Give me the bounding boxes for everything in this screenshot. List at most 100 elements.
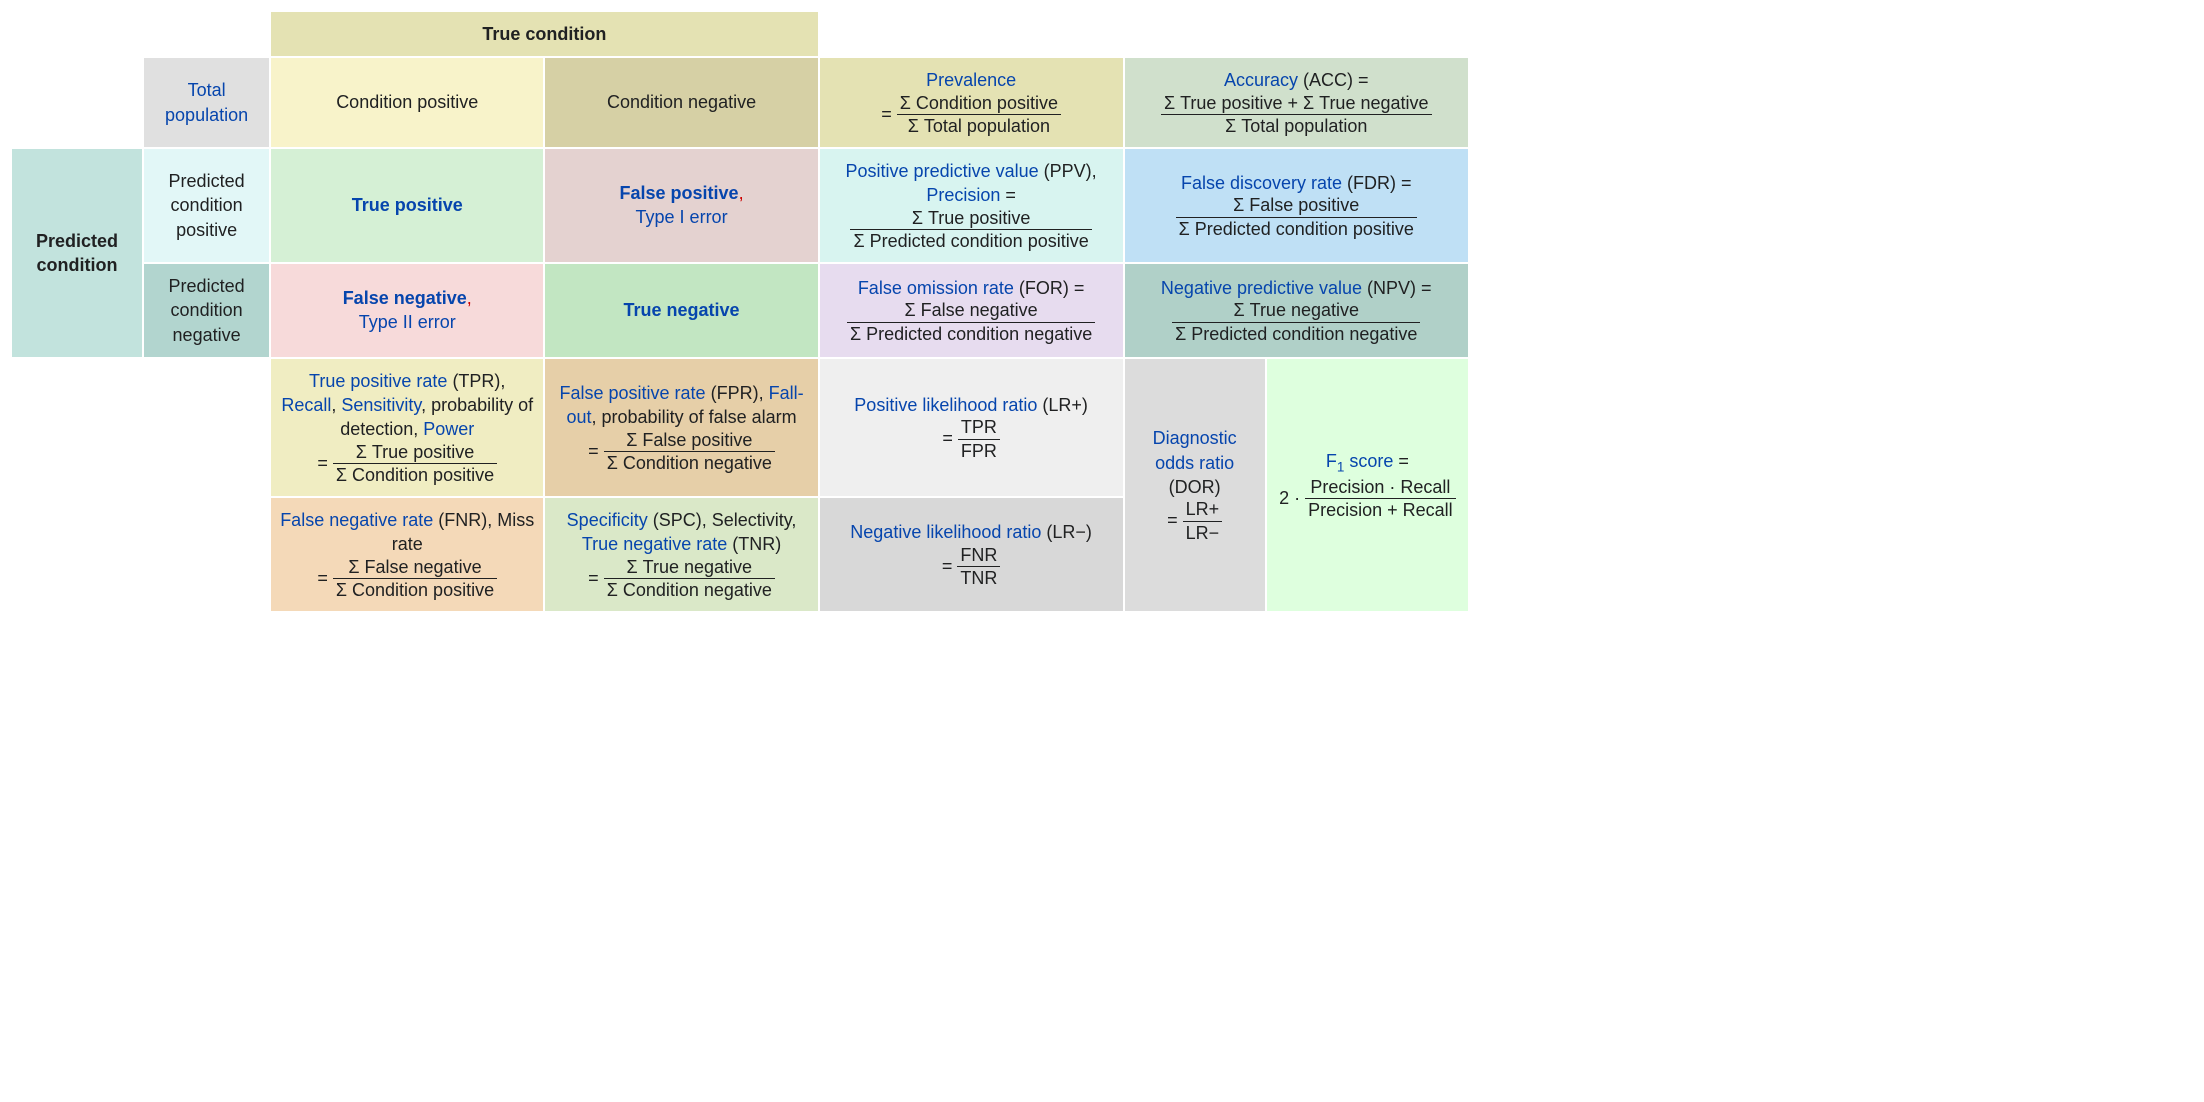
confusion-matrix-table: True condition Total population Conditio… <box>10 10 1470 613</box>
fnr-fraction: Σ False negative Σ Condition positive <box>333 557 497 601</box>
fpr-text1: (FPR), <box>706 383 769 403</box>
tpr-num: Σ True positive <box>333 442 497 465</box>
dor-link[interactable]: Diagnostic odds ratio <box>1153 428 1237 472</box>
fdr-den: Σ Predicted condition positive <box>1176 218 1417 240</box>
f1-link[interactable]: F1 score <box>1326 451 1394 471</box>
dor-den: LR− <box>1183 522 1223 544</box>
for-suffix: (FOR) = <box>1014 278 1085 298</box>
predicted-positive-header: Predicted condition positive <box>143 148 270 263</box>
dor-fraction: LR+ LR− <box>1183 499 1223 543</box>
ppv-den: Σ Predicted condition positive <box>850 230 1091 252</box>
fnr-num: Σ False negative <box>333 557 497 580</box>
total-population-header: Total population <box>143 57 270 148</box>
accuracy-cell: Accuracy (ACC) = Σ True positive + Σ Tru… <box>1124 57 1470 148</box>
lrplus-cell: Positive likelihood ratio (LR+) = TPR FP… <box>819 358 1124 497</box>
for-cell: False omission rate (FOR) = Σ False nega… <box>819 263 1124 358</box>
spc-cell: Specificity (SPC), Selectivity, True neg… <box>544 497 818 612</box>
for-link[interactable]: False omission rate <box>858 278 1014 298</box>
lrminus-den: TNR <box>957 567 1000 589</box>
spacer <box>11 497 270 612</box>
fpr-link[interactable]: False positive rate <box>560 383 706 403</box>
npv-cell: Negative predictive value (NPV) = Σ True… <box>1124 263 1470 358</box>
false-positive-cell: False positive, Type I error <box>544 148 818 263</box>
ppv-fraction: Σ True positive Σ Predicted condition po… <box>850 208 1091 252</box>
npv-num: Σ True negative <box>1172 300 1420 323</box>
specificity-link[interactable]: Specificity <box>567 510 648 530</box>
true-negative-label: True negative <box>624 300 740 320</box>
ppv-text1: (PPV), <box>1039 161 1097 181</box>
npv-link[interactable]: Negative predictive value <box>1161 278 1362 298</box>
tpr-fraction: Σ True positive Σ Condition positive <box>333 442 497 486</box>
predicted-negative-header: Predicted condition negative <box>143 263 270 358</box>
accuracy-suffix: (ACC) = <box>1298 70 1369 90</box>
lrplus-fraction: TPR FPR <box>958 417 1000 461</box>
accuracy-den: Σ Total population <box>1161 115 1432 137</box>
f1-cell: F1 score = 2 · Precision · Recall Precis… <box>1266 358 1469 612</box>
tpr-den: Σ Condition positive <box>333 464 497 486</box>
fdr-fraction: Σ False positive Σ Predicted condition p… <box>1176 195 1417 239</box>
power-link[interactable]: Power <box>423 419 474 439</box>
predicted-condition-header: Predicted condition <box>11 148 143 358</box>
dor-suffix: (DOR) <box>1169 477 1221 497</box>
fpr-fraction: Σ False positive Σ Condition negative <box>604 430 775 474</box>
f1-num: Precision · Recall <box>1305 477 1456 500</box>
type-ii-error-link[interactable]: Type II error <box>359 312 456 332</box>
spc-fraction: Σ True negative Σ Condition negative <box>604 557 775 601</box>
lrminus-fraction: FNR TNR <box>957 545 1000 589</box>
spacer <box>11 358 270 497</box>
f1-coef: 2 · <box>1279 488 1305 508</box>
tnr-link[interactable]: True negative rate <box>582 534 727 554</box>
ppv-text2: = <box>1000 185 1016 205</box>
tpr-link[interactable]: True positive rate <box>309 371 447 391</box>
prevalence-link[interactable]: Prevalence <box>926 70 1016 90</box>
type-i-error-link[interactable]: Type I error <box>636 207 728 227</box>
ppv-num: Σ True positive <box>850 208 1091 231</box>
condition-positive-header: Condition positive <box>270 57 544 148</box>
accuracy-link[interactable]: Accuracy <box>1224 70 1298 90</box>
true-condition-header: True condition <box>270 11 819 57</box>
fpr-cell: False positive rate (FPR), Fall-out, pro… <box>544 358 818 497</box>
tpr-text1: (TPR), <box>447 371 505 391</box>
tpr-sep: , <box>331 395 341 415</box>
prevalence-fraction: Σ Condition positive Σ Total population <box>897 93 1061 137</box>
prevalence-cell: Prevalence = Σ Condition positive Σ Tota… <box>819 57 1124 148</box>
true-positive-label: True positive <box>352 195 463 215</box>
fdr-suffix: (FDR) = <box>1342 173 1412 193</box>
lrminus-cell: Negative likelihood ratio (LR−) = FNR TN… <box>819 497 1124 612</box>
for-num: Σ False negative <box>847 300 1095 323</box>
lrplus-num: TPR <box>958 417 1000 440</box>
total-population-link[interactable]: Total population <box>165 80 248 124</box>
fnr-den: Σ Condition positive <box>333 579 497 601</box>
recall-link[interactable]: Recall <box>281 395 331 415</box>
lrminus-link[interactable]: Negative likelihood ratio <box>850 522 1041 542</box>
false-positive-label: False positive <box>620 183 739 203</box>
ppv-cell: Positive predictive value (PPV), Precisi… <box>819 148 1124 263</box>
fpr-num: Σ False positive <box>604 430 775 453</box>
spc-text1: (SPC), Selectivity, <box>648 510 797 530</box>
spc-text2: (TNR) <box>727 534 781 554</box>
fdr-link[interactable]: False discovery rate <box>1181 173 1342 193</box>
fpr-den: Σ Condition negative <box>604 452 775 474</box>
f1-den: Precision + Recall <box>1305 499 1456 521</box>
tpr-cell: True positive rate (TPR), Recall, Sensit… <box>270 358 544 497</box>
spacer <box>819 11 1469 57</box>
npv-suffix: (NPV) = <box>1362 278 1432 298</box>
prevalence-num: Σ Condition positive <box>897 93 1061 116</box>
fdr-num: Σ False positive <box>1176 195 1417 218</box>
f1-fraction: Precision · Recall Precision + Recall <box>1305 477 1456 521</box>
spc-num: Σ True negative <box>604 557 775 580</box>
f1-after: score <box>1344 451 1393 471</box>
f1-link-text: F <box>1326 451 1337 471</box>
ppv-link[interactable]: Positive predictive value <box>846 161 1039 181</box>
lrplus-link[interactable]: Positive likelihood ratio <box>854 395 1037 415</box>
sensitivity-link[interactable]: Sensitivity <box>341 395 421 415</box>
fnr-link[interactable]: False negative rate <box>280 510 433 530</box>
spc-den: Σ Condition negative <box>604 579 775 601</box>
fdr-cell: False discovery rate (FDR) = Σ False pos… <box>1124 148 1470 263</box>
spacer <box>11 57 143 148</box>
for-den: Σ Predicted condition negative <box>847 323 1095 345</box>
npv-den: Σ Predicted condition negative <box>1172 323 1420 345</box>
precision-link[interactable]: Precision <box>926 185 1000 205</box>
accuracy-num: Σ True positive + Σ True negative <box>1161 93 1432 116</box>
true-positive-cell: True positive <box>270 148 544 263</box>
